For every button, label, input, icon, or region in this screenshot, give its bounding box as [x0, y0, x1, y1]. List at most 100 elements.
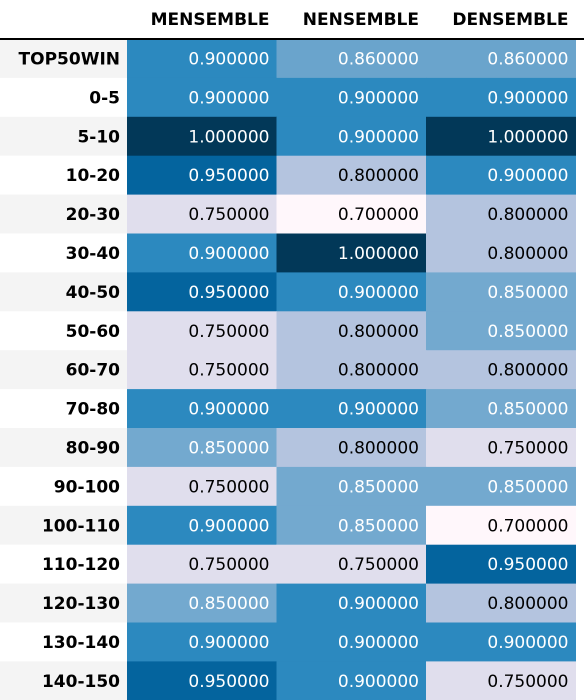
cell-value: 0.900000: [188, 400, 269, 420]
cell-value: 1.000000: [487, 127, 568, 147]
heat-cell: [426, 233, 576, 273]
cell-value: 0.850000: [487, 400, 568, 420]
cell-value: 0.750000: [188, 361, 269, 381]
row-label: 110-120: [42, 555, 120, 575]
heat-cell: [276, 194, 427, 234]
row-stripe: [0, 505, 127, 546]
cell-value: 0.900000: [338, 88, 419, 108]
heat-cell: [127, 466, 277, 507]
heat-cell: [426, 272, 576, 312]
cell-value: 0.900000: [338, 633, 419, 653]
heat-cell: [127, 544, 277, 585]
heat-cell: [276, 272, 427, 312]
heat-cell: [276, 233, 427, 273]
heat-cell: [426, 311, 576, 351]
heat-cell: [276, 39, 427, 79]
cell-value: 0.950000: [188, 166, 269, 186]
heat-cell: [276, 116, 427, 157]
row-label: 50-60: [66, 322, 121, 342]
heat-cell: [426, 77, 576, 118]
heat-cell: [127, 77, 277, 118]
cell-value: 0.750000: [188, 477, 269, 497]
row-stripe: [0, 350, 127, 390]
heat-cell: [276, 544, 427, 585]
row-label: 130-140: [42, 633, 120, 653]
cell-value: 0.800000: [338, 322, 419, 342]
row-label: 20-30: [66, 205, 121, 225]
cell-value: 0.900000: [188, 516, 269, 536]
cell-value: 0.850000: [188, 438, 269, 458]
row-label: 0-5: [89, 88, 120, 108]
cell-value: 0.900000: [338, 127, 419, 147]
cell-value: 0.850000: [487, 477, 568, 497]
cell-value: 0.900000: [487, 88, 568, 108]
cell-value: 0.800000: [487, 205, 568, 225]
cell-value: 0.800000: [338, 438, 419, 458]
row-stripe: [0, 233, 127, 273]
heat-cell: [127, 311, 277, 351]
heat-cell: [276, 155, 427, 196]
cell-value: 0.750000: [338, 555, 419, 575]
cell-value: 0.850000: [487, 283, 568, 303]
cell-value: 0.850000: [338, 516, 419, 536]
cell-value: 0.900000: [338, 672, 419, 692]
cell-value: 0.800000: [338, 166, 419, 186]
heat-cell: [426, 389, 576, 429]
heat-cell: [276, 466, 427, 507]
row-stripe: [0, 583, 127, 623]
row-stripe: [0, 466, 127, 507]
heat-cell: [276, 350, 427, 390]
cell-value: 0.850000: [487, 322, 568, 342]
cell-value: 0.900000: [188, 88, 269, 108]
heat-cell: [426, 194, 576, 234]
row-stripe: [0, 311, 127, 351]
heat-cell: [426, 466, 576, 507]
cell-value: 0.900000: [188, 49, 269, 69]
row-label: 10-20: [66, 166, 121, 186]
cell-value: 0.800000: [487, 361, 568, 381]
column-header: DENSEMBLE: [452, 10, 568, 30]
cell-value: 0.800000: [487, 244, 568, 264]
heat-cell: [127, 622, 277, 662]
row-stripe: [0, 389, 127, 429]
heat-cell: [127, 155, 277, 196]
heat-cell: [426, 583, 576, 623]
heat-cell: [426, 39, 576, 79]
cell-value: 0.800000: [487, 594, 568, 614]
heat-cell: [276, 77, 427, 118]
row-stripe: [0, 428, 127, 468]
row-stripe: [0, 194, 127, 234]
row-label: 120-130: [42, 594, 120, 614]
heat-cell: [426, 116, 576, 157]
cell-value: 0.750000: [487, 438, 568, 458]
heat-cell: [127, 194, 277, 234]
heat-cell: [127, 116, 277, 157]
row-stripe: [0, 272, 127, 312]
row-stripe: [0, 116, 127, 157]
heat-cell: [426, 622, 576, 662]
cell-value: 0.950000: [188, 283, 269, 303]
row-label: 140-150: [42, 672, 120, 692]
cell-value: 0.900000: [487, 166, 568, 186]
heat-cell: [426, 661, 576, 700]
heat-cell: [426, 155, 576, 196]
heat-cell: [276, 311, 427, 351]
row-label: 100-110: [42, 516, 120, 536]
heat-cell: [426, 505, 576, 546]
cell-value: 0.860000: [487, 49, 568, 69]
cell-value: 0.750000: [487, 672, 568, 692]
heat-cell: [127, 39, 277, 79]
column-header: NENSEMBLE: [303, 10, 419, 30]
row-stripe: [0, 544, 127, 585]
cell-value: 0.900000: [487, 633, 568, 653]
heat-cell: [426, 350, 576, 390]
cell-value: 0.900000: [188, 244, 269, 264]
row-stripe: [0, 661, 127, 700]
heat-cell: [276, 389, 427, 429]
cell-value: 0.750000: [188, 555, 269, 575]
heat-cell: [276, 505, 427, 546]
heat-cell: [127, 233, 277, 273]
heat-cell: [276, 583, 427, 623]
row-label: 5-10: [77, 127, 120, 147]
